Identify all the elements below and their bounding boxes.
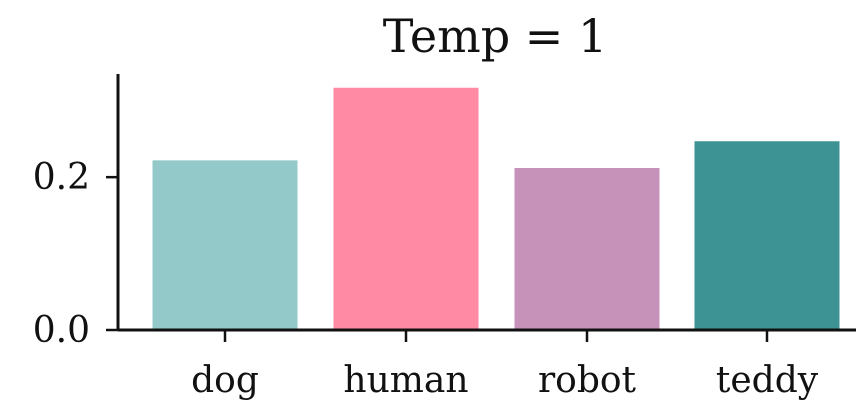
chart-title: Temp = 1 xyxy=(383,9,607,63)
labels-layer: dog human robot teddy 0.0 0.2 xyxy=(33,157,819,401)
bar-robot xyxy=(514,167,660,330)
bar-teddy xyxy=(694,141,840,330)
x-tick-label-human: human xyxy=(343,360,468,401)
bar-human xyxy=(333,87,479,331)
x-tick-label-dog: dog xyxy=(191,360,259,401)
x-tick-label-teddy: teddy xyxy=(716,360,819,401)
y-tick-label-0.2: 0.2 xyxy=(33,157,90,198)
ticks-layer xyxy=(106,175,769,342)
x-tick-label-robot: robot xyxy=(538,360,637,401)
bar-dog xyxy=(152,160,298,330)
axes-layer xyxy=(116,74,856,332)
bars-layer xyxy=(152,87,840,331)
y-tick-label-0.0: 0.0 xyxy=(33,310,90,351)
